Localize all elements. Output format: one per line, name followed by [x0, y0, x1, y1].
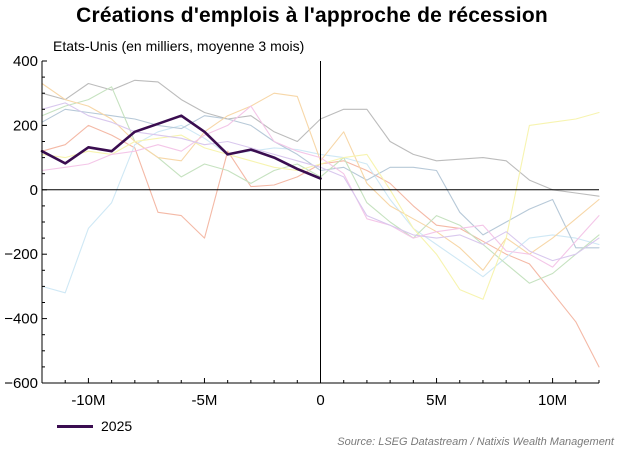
chart-title: Créations d'emplois à l'approche de réce… [76, 4, 548, 27]
legend-label-2025: 2025 [101, 418, 133, 434]
y-tick-label: −600 [4, 375, 38, 392]
legend: 2025 [57, 418, 132, 434]
y-tick-label: −400 [4, 311, 38, 328]
chart-subtitle: Etats-Unis (en milliers, moyenne 3 mois) [53, 38, 305, 54]
y-tick-label: 400 [13, 53, 38, 70]
legend-swatch-2025 [57, 424, 93, 428]
y-tick-label: 0 [30, 182, 38, 199]
source-note: Source: LSEG Datastream / Natixis Wealth… [337, 436, 614, 448]
y-tick-label: −200 [4, 246, 38, 263]
tick-label-layer: 400 200 0 −200 −400 −600 -10M -5M 0 5M 10M [4, 53, 567, 409]
x-tick-label: 5M [426, 392, 447, 409]
y-tick-label: 200 [13, 117, 38, 134]
x-tick-label: -10M [71, 392, 105, 409]
series-line-2025 [40, 114, 322, 180]
x-tick-label: -5M [192, 392, 218, 409]
x-tick-label: 10M [538, 392, 567, 409]
x-tick-label: 0 [316, 392, 324, 409]
axis-layer [41, 60, 600, 384]
